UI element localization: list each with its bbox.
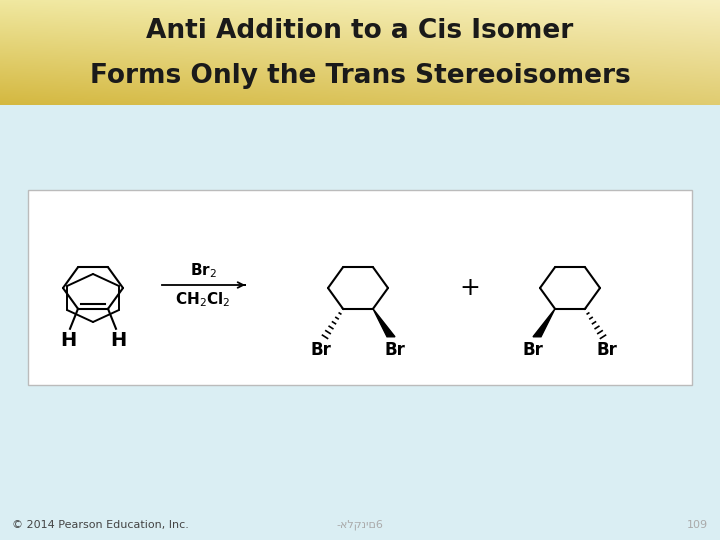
- Text: Anti Addition to a Cis Isomer: Anti Addition to a Cis Isomer: [146, 18, 574, 44]
- Text: +: +: [459, 276, 480, 300]
- Text: H: H: [110, 331, 126, 350]
- Text: Br: Br: [597, 341, 618, 359]
- Polygon shape: [373, 309, 395, 337]
- Text: Br: Br: [523, 341, 544, 359]
- Text: Br$_2$: Br$_2$: [189, 261, 217, 280]
- Polygon shape: [533, 309, 555, 337]
- Text: Br: Br: [310, 341, 331, 359]
- FancyBboxPatch shape: [28, 190, 692, 385]
- Text: H: H: [60, 331, 76, 350]
- Text: Forms Only the Trans Stereoisomers: Forms Only the Trans Stereoisomers: [89, 63, 631, 89]
- Text: -אלקנים6: -אלקנים6: [336, 519, 384, 530]
- Text: 109: 109: [687, 520, 708, 530]
- Text: Br: Br: [384, 341, 405, 359]
- Text: © 2014 Pearson Education, Inc.: © 2014 Pearson Education, Inc.: [12, 520, 189, 530]
- Text: CH$_2$Cl$_2$: CH$_2$Cl$_2$: [175, 290, 231, 309]
- Bar: [0, 105, 720, 540]
